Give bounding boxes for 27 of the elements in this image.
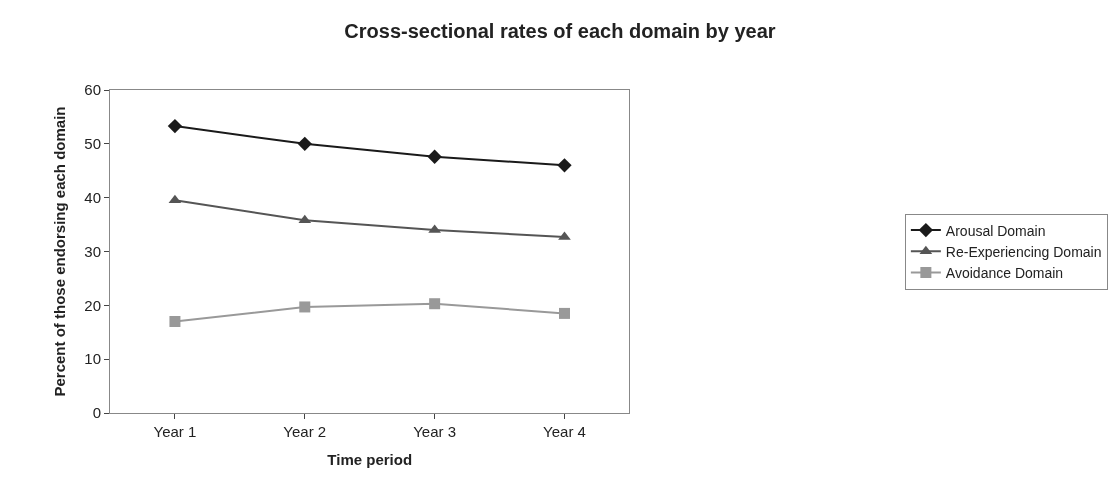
x-tick-label: Year 3 [413,423,457,440]
legend-label: Re-Experiencing Domain [945,243,1102,260]
y-tick-label: 30 [84,242,101,260]
x-tick-label: Year 1 [153,423,197,440]
point [427,149,442,164]
y-tick-label: 50 [84,135,101,153]
point [297,136,312,151]
point [429,298,441,310]
x-tick-label: Year 2 [283,423,327,440]
y-tick-label: 60 [84,81,101,99]
x-axis-title: Time period [327,451,413,468]
y-axis-title: Percent of those endorsing each domain [50,106,68,397]
chart-title: Cross-sectional rates of each domain by year [344,20,776,43]
point [169,315,181,327]
x-tick-label: Year 4 [543,423,586,440]
legend-label: Arousal Domain [945,222,1046,239]
point [168,194,182,204]
point [557,158,572,173]
point [167,118,183,134]
legend-label: Avoidance Domain [945,264,1064,281]
y-tick-label: 20 [84,296,101,314]
point [298,214,312,224]
y-tick-label: 0 [92,404,101,422]
point [299,301,311,313]
point [558,307,570,319]
y-tick-label: 10 [84,350,101,368]
y-tick-label: 40 [84,188,101,206]
